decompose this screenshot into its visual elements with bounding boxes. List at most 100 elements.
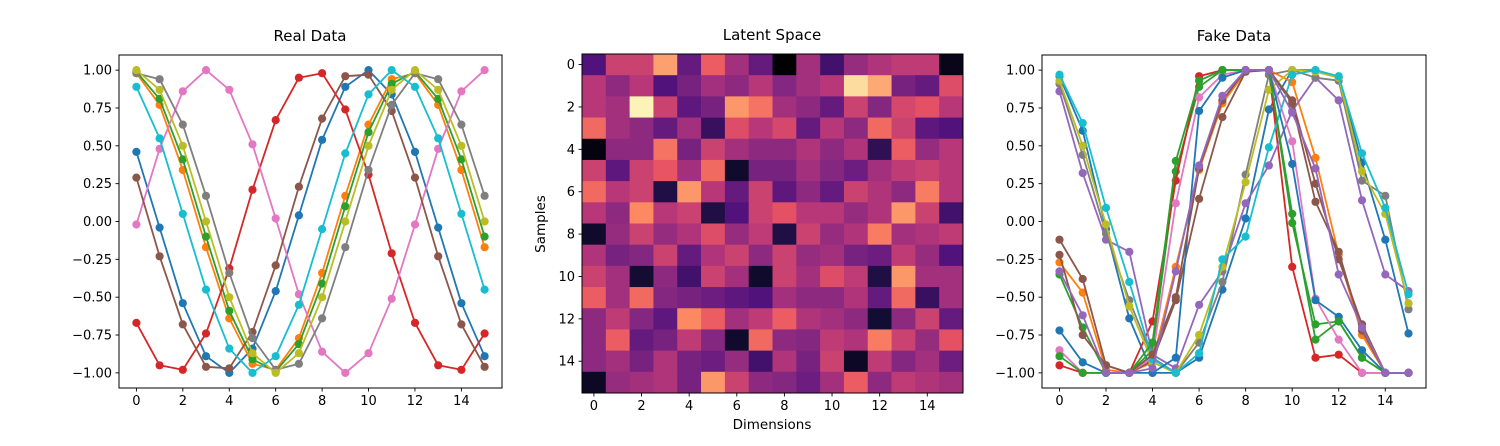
x-tick-label: 10 [1284, 394, 1301, 409]
heatmap-cell [891, 202, 916, 224]
axes-frame [581, 53, 964, 394]
data-point-marker [387, 66, 396, 75]
data-point-marker [1381, 235, 1390, 244]
data-point-marker [1218, 73, 1227, 82]
data-point-marker [1171, 368, 1180, 377]
heatmap-cell [796, 223, 821, 246]
heatmap-cell [891, 159, 916, 182]
data-point-marker [1241, 66, 1250, 75]
fake-data-title: Fake Data [1196, 27, 1272, 45]
y-tick-label: 2 [567, 100, 575, 115]
latent-space-heatmap: 0 2 4 6 8 10 12 14 0 2 4 6 8 10 12 14 [558, 53, 964, 414]
series-line [1058, 69, 1410, 374]
heatmap-cell [724, 202, 750, 224]
data-point-marker [178, 365, 187, 374]
heatmap-cell [629, 287, 654, 309]
data-point-marker [178, 87, 187, 96]
data-point-marker [387, 85, 396, 94]
data-point-marker [1404, 329, 1413, 338]
data-point-marker [341, 368, 350, 377]
heatmap-cell [915, 265, 940, 288]
heatmap-cell [843, 75, 869, 97]
data-point-marker [1288, 159, 1297, 169]
heatmap-cell [939, 54, 964, 76]
heatmap-cell [820, 117, 845, 140]
heatmap-cell [867, 244, 892, 267]
heatmap-cell [772, 223, 797, 246]
heatmap-cell [629, 202, 654, 224]
series-line [135, 72, 486, 371]
heatmap-cell [867, 202, 892, 224]
x-tick-label: 0 [590, 399, 598, 414]
y-tick-label: 14 [558, 355, 575, 370]
data-point-marker [318, 135, 327, 144]
heatmap-cell [724, 287, 750, 309]
heatmap-cell [605, 329, 630, 351]
data-point-marker [201, 232, 211, 241]
x-tick-label: 0 [132, 394, 140, 409]
data-point-marker [132, 173, 141, 182]
data-point-marker [364, 349, 373, 358]
data-point-marker [248, 349, 257, 358]
heatmap-cell [820, 329, 845, 351]
series-line [1058, 69, 1410, 374]
data-point-marker [1148, 364, 1157, 373]
data-point-marker [410, 318, 420, 327]
y-tick-label: 0.75 [83, 101, 112, 116]
data-point-marker [1171, 267, 1180, 276]
heatmap-cell [677, 265, 702, 288]
heatmap-cell [605, 75, 630, 97]
data-point-marker [1311, 66, 1320, 75]
x-tick-label: 14 [453, 394, 470, 409]
data-point-marker [341, 243, 350, 252]
data-point-marker [1311, 73, 1320, 82]
heatmap-cell [748, 329, 773, 351]
heatmap-cell [724, 371, 750, 394]
data-point-marker [1288, 209, 1297, 218]
heatmap-cell [915, 54, 940, 76]
data-point-marker [457, 141, 466, 150]
data-point-marker [225, 344, 234, 353]
heatmap-cell [629, 223, 654, 246]
data-point-marker [271, 116, 280, 125]
heatmap-cell [772, 202, 797, 224]
data-point-marker [155, 85, 164, 94]
heatmap-cell [915, 202, 940, 224]
data-point-marker [1288, 96, 1297, 105]
heatmap-cell [653, 244, 678, 267]
heatmap-cell [772, 287, 797, 309]
heatmap-cell [724, 159, 750, 182]
heatmap-cell [605, 371, 630, 394]
heatmap-cell [701, 159, 726, 182]
heatmap-cell [915, 308, 940, 330]
heatmap-cell [582, 181, 607, 203]
data-point-marker [318, 293, 327, 302]
heatmap-cell [582, 138, 607, 161]
heatmap-cell [867, 350, 892, 373]
heatmap-cell [677, 308, 702, 330]
data-point-marker [294, 349, 303, 358]
heatmap-cell [701, 138, 726, 161]
series-line [136, 72, 486, 371]
data-point-marker [1125, 368, 1134, 377]
data-point-marker [1311, 153, 1320, 162]
x-tick-label: 12 [1330, 394, 1347, 409]
data-point-marker [1264, 143, 1273, 152]
heatmap-cell [843, 96, 869, 118]
heatmap-cell [701, 371, 726, 394]
data-point-marker [341, 82, 350, 91]
data-point-marker [318, 69, 327, 78]
data-point-marker [225, 268, 234, 278]
heatmap-cell [891, 371, 916, 394]
data-point-marker [364, 90, 373, 99]
heatmap-cell [772, 329, 797, 351]
data-point-marker [155, 134, 164, 143]
y-tick-label: −0.25 [72, 253, 112, 268]
data-point-marker [271, 352, 280, 361]
heatmap-cell [772, 308, 797, 330]
heatmap-cell [796, 287, 821, 309]
data-point-marker [178, 209, 187, 218]
data-point-marker [1125, 314, 1134, 323]
heatmap-cell [915, 350, 940, 373]
real-data-plot: 0 2 4 6 8 10 12 14 1.00 0.75 0.50 0.25 0.00 −0.25 −0.5… [72, 54, 503, 409]
